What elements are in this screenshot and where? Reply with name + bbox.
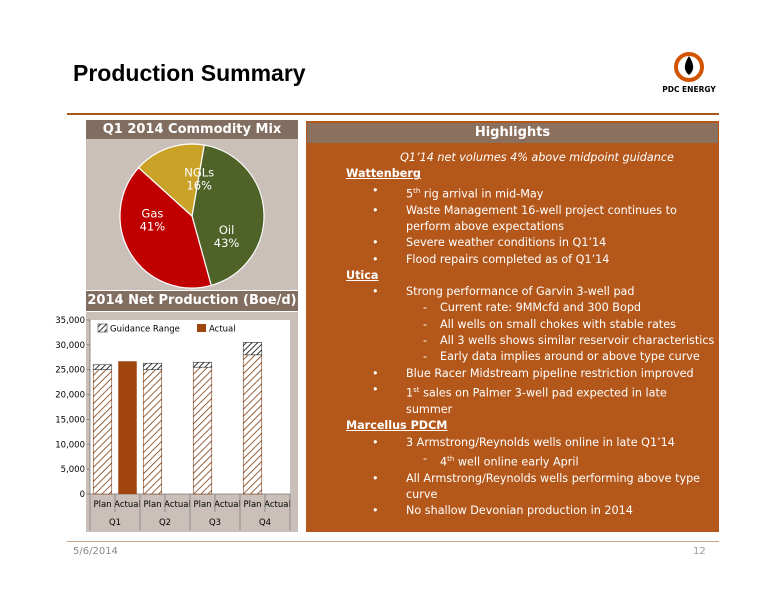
pie-label-ngls: NGLs (184, 165, 214, 179)
section-marcellus: Marcellus PDCM (346, 419, 448, 433)
x-quarter-label: Q4 (259, 518, 271, 528)
x-quarter-label: Q2 (159, 518, 171, 528)
production-bar-chart: 0 5,000 10,000 15,000 20,000 25,000 30,000 35,0… (55, 316, 291, 530)
slide-title: Production Summary (73, 60, 306, 86)
x-quarter-label: Q3 (209, 518, 221, 528)
sub-bullet: All 3 wells shows similar reservoir char… (346, 333, 716, 350)
sub-bullet: 4th well online early April (346, 451, 716, 471)
bullet: All Armstrong/Reynolds wells performing … (346, 471, 716, 504)
brand-name: PDC ENERGY (662, 85, 716, 94)
bullet: No shallow Devonian production in 2014 (346, 503, 716, 520)
pdc-energy-logo: PDC ENERGY (662, 52, 716, 94)
sub-bullet: Early data implies around or above type … (346, 349, 716, 366)
bar-title: 2014 Net Production (Boe/d) (86, 291, 298, 311)
y-tick-label: 20,000 (55, 391, 85, 401)
guidance-range-q1 (92, 364, 113, 371)
sub-bullet: Current rate: 9MMcfd and 300 Bopd (346, 300, 716, 317)
legend-swatch-actual (197, 324, 206, 332)
bullet: Blue Racer Midstream pipeline restrictio… (346, 366, 716, 383)
pie-slice-gas (119, 166, 212, 289)
plan-bar-q3 (192, 366, 213, 495)
sub-bullet: All wells on small chokes with stable ra… (346, 317, 716, 334)
x-sub-label: Plan (193, 500, 211, 510)
y-tick-label: 30,000 (55, 341, 85, 351)
legend-label-guidance: Guidance Range (110, 325, 180, 335)
plan-bar-q4 (242, 354, 263, 495)
x-sub-label: Actual (164, 500, 191, 510)
footer-rule (67, 541, 719, 542)
x-quarter-label: Q1 (109, 518, 121, 528)
pie-label-oil: Oil (219, 223, 234, 237)
legend-swatch-guidance (97, 323, 108, 333)
guidance-range-q2 (142, 362, 163, 371)
bullet: 5th rig arrival in mid-May (346, 183, 716, 203)
bullet: Flood repairs completed as of Q1’14 (346, 252, 716, 269)
bullet: Strong performance of Garvin 3-well pad (346, 284, 716, 301)
highlights-body: Q1’14 net volumes 4% above midpoint guid… (346, 150, 716, 520)
x-sub-label: Actual (114, 500, 141, 510)
pie-label-gas: Gas (141, 206, 163, 220)
y-tick-label: 0 (80, 490, 85, 500)
pie-value-oil: 43% (214, 236, 240, 250)
pie-title: Q1 2014 Commodity Mix (86, 120, 298, 139)
page-number: 12 (693, 546, 706, 557)
chart-legend: Guidance Range Actual (97, 323, 236, 335)
legend-label-actual: Actual (209, 325, 236, 335)
x-sub-label: Actual (214, 500, 241, 510)
x-sub-label: Plan (93, 500, 111, 510)
bullet: 1st sales on Palmer 3-well pad expected … (346, 382, 716, 418)
slide-date: 5/6/2014 (73, 546, 118, 557)
pie-slice-oil (191, 144, 265, 287)
bullet: Waste Management 16-well project continu… (346, 203, 716, 236)
bullet: Severe weather conditions in Q1’14 (346, 235, 716, 252)
plan-bar-q1 (92, 369, 113, 495)
x-sub-label: Plan (243, 500, 261, 510)
y-tick-label: 35,000 (55, 316, 85, 326)
y-tick-label: 5,000 (61, 465, 85, 475)
x-sub-label: Plan (143, 500, 161, 510)
guidance-range-q3 (192, 361, 213, 368)
plan-bar-q2 (142, 369, 163, 495)
section-utica: Utica (346, 268, 379, 282)
y-tick-label: 15,000 (55, 415, 85, 425)
pie-slice-ngls (137, 143, 205, 218)
y-tick-label: 25,000 (55, 366, 85, 376)
section-wattenberg: Wattenberg (346, 167, 421, 181)
highlights-title: Highlights (307, 123, 718, 143)
guidance-range-q4 (242, 342, 263, 356)
pie-value-gas: 41% (140, 219, 166, 233)
y-tick-label: 10,000 (55, 440, 85, 450)
highlights-subtitle: Q1’14 net volumes 4% above midpoint guid… (400, 151, 674, 164)
actual-bar-q1 (118, 361, 137, 494)
pie-value-ngls: 16% (186, 178, 212, 192)
x-sub-label: Actual (264, 500, 291, 510)
header-rule (67, 113, 719, 115)
bullet: 3 Armstrong/Reynolds wells online in lat… (346, 435, 716, 452)
